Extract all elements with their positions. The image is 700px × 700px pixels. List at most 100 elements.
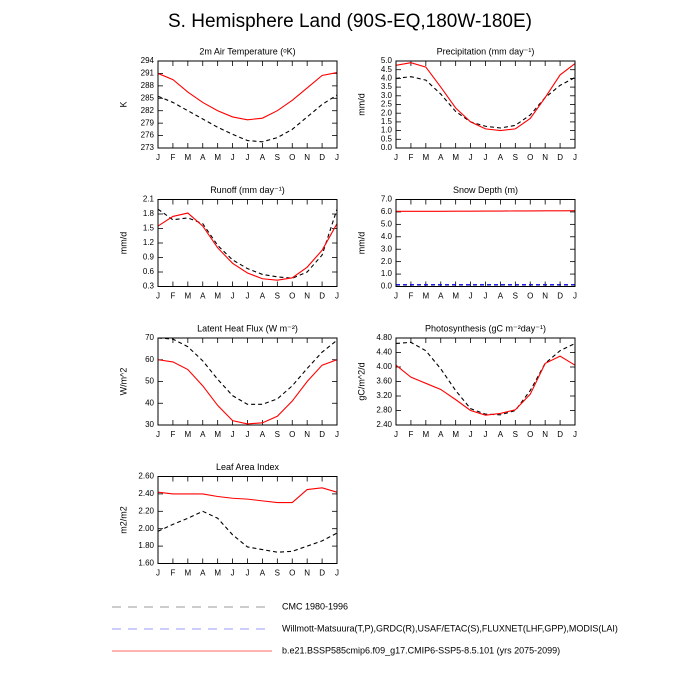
x-tick-label: J: [484, 292, 488, 301]
figure-title: S. Hemisphere Land (90S-EQ,180W-180E): [168, 11, 532, 32]
x-tick-label: O: [289, 430, 295, 439]
x-tick-label: M: [184, 292, 191, 301]
series-line: [157, 94, 338, 143]
y-tick-label: 3.60: [376, 377, 392, 386]
x-tick-label: A: [200, 292, 206, 301]
x-tick-label: M: [214, 153, 221, 162]
y-tick-label: 4.80: [376, 333, 392, 342]
series-line: [157, 359, 338, 425]
x-tick-label: J: [469, 292, 473, 301]
x-tick-label: A: [260, 430, 266, 439]
x-tick-label: M: [184, 153, 191, 162]
y-axis-label: gC/m^2/d: [356, 362, 366, 400]
y-axis-label: mm/d: [118, 232, 128, 255]
x-tick-label: J: [231, 430, 235, 439]
x-tick-label: J: [573, 292, 577, 301]
y-tick-label: 1.2: [143, 238, 155, 247]
y-tick-label: 294: [141, 56, 155, 65]
y-axis-label: K: [118, 101, 128, 107]
series-line: [157, 510, 338, 553]
y-tick-label: 50: [145, 377, 154, 386]
series-line: [157, 208, 338, 279]
y-tick-label: 4.0: [381, 232, 393, 241]
plot-frame: [395, 199, 576, 287]
y-tick-label: 3.0: [381, 244, 393, 253]
x-tick-label: J: [335, 292, 339, 301]
x-tick-label: N: [542, 292, 548, 301]
x-tick-label: J: [469, 153, 473, 162]
x-tick-label: A: [200, 153, 206, 162]
y-tick-label: 1.60: [138, 559, 154, 568]
x-tick-label: O: [289, 569, 295, 578]
x-tick-label: N: [304, 430, 310, 439]
y-tick-label: 282: [141, 106, 155, 115]
x-tick-label: J: [231, 153, 235, 162]
y-axis-label: W/m^2: [118, 368, 128, 396]
x-tick-label: M: [214, 569, 221, 578]
x-tick-label: M: [214, 430, 221, 439]
y-tick-label: 6.0: [381, 207, 393, 216]
x-tick-label: F: [170, 153, 175, 162]
y-tick-label: 2.0: [381, 257, 393, 266]
x-tick-label: S: [513, 292, 518, 301]
x-tick-label: M: [422, 430, 429, 439]
x-tick-label: F: [408, 430, 413, 439]
legend-label: CMC 1980-1996: [282, 601, 348, 611]
y-tick-label: 2.80: [376, 406, 392, 415]
x-tick-label: J: [246, 153, 250, 162]
plot-frame: [395, 337, 576, 426]
x-tick-label: D: [557, 430, 563, 439]
x-tick-label: J: [394, 153, 398, 162]
y-tick-label: 2.00: [138, 524, 154, 533]
x-tick-label: S: [275, 569, 280, 578]
x-tick-label: O: [527, 292, 533, 301]
x-tick-label: S: [513, 153, 518, 162]
plot-frame: [157, 476, 338, 564]
x-tick-label: J: [156, 153, 160, 162]
y-tick-label: 1.5: [143, 224, 155, 233]
y-tick-label: 2.40: [138, 489, 154, 498]
x-tick-label: D: [319, 569, 325, 578]
y-tick-label: 0.0: [381, 282, 393, 291]
x-tick-label: J: [573, 430, 577, 439]
x-tick-label: S: [275, 292, 280, 301]
y-tick-label: 291: [141, 69, 155, 78]
x-tick-label: F: [170, 292, 175, 301]
panel-title: Leaf Area Index: [216, 462, 280, 472]
x-tick-label: A: [438, 292, 444, 301]
x-tick-label: M: [452, 292, 459, 301]
panel-title: Latent Heat Flux (W m⁻²): [197, 323, 298, 333]
x-tick-label: S: [275, 153, 280, 162]
x-tick-label: M: [422, 153, 429, 162]
x-tick-label: J: [394, 430, 398, 439]
x-tick-label: F: [170, 430, 175, 439]
y-tick-label: 285: [141, 93, 155, 102]
x-tick-label: M: [214, 292, 221, 301]
panel-title: 2m Air Temperature (ᵒK): [199, 46, 295, 56]
x-tick-label: M: [184, 569, 191, 578]
x-tick-label: J: [246, 569, 250, 578]
y-tick-label: 1.8: [143, 209, 155, 218]
x-tick-label: J: [335, 153, 339, 162]
y-tick-label: 4.5: [381, 65, 393, 74]
y-tick-label: 1.0: [381, 126, 393, 135]
panel-title: Precipitation (mm day⁻¹): [437, 46, 535, 56]
series-line: [395, 341, 576, 416]
x-tick-label: J: [246, 292, 250, 301]
x-tick-label: J: [573, 153, 577, 162]
x-tick-label: A: [200, 430, 206, 439]
x-tick-label: O: [289, 292, 295, 301]
x-tick-label: N: [304, 153, 310, 162]
x-tick-label: O: [527, 153, 533, 162]
y-tick-label: 3.5: [381, 82, 393, 91]
y-tick-label: 1.0: [381, 269, 393, 278]
x-tick-label: J: [484, 153, 488, 162]
y-tick-label: 0.3: [143, 282, 155, 291]
plot-frame: [157, 60, 338, 149]
y-tick-label: 1.5: [381, 117, 393, 126]
y-tick-label: 2.5: [381, 100, 393, 109]
y-tick-label: 2.40: [376, 420, 392, 429]
x-tick-label: N: [542, 430, 548, 439]
y-tick-label: 273: [141, 143, 155, 152]
legend-label: Willmott-Matsuura(T,P),GRDC(R),USAF/ETAC…: [282, 623, 618, 633]
